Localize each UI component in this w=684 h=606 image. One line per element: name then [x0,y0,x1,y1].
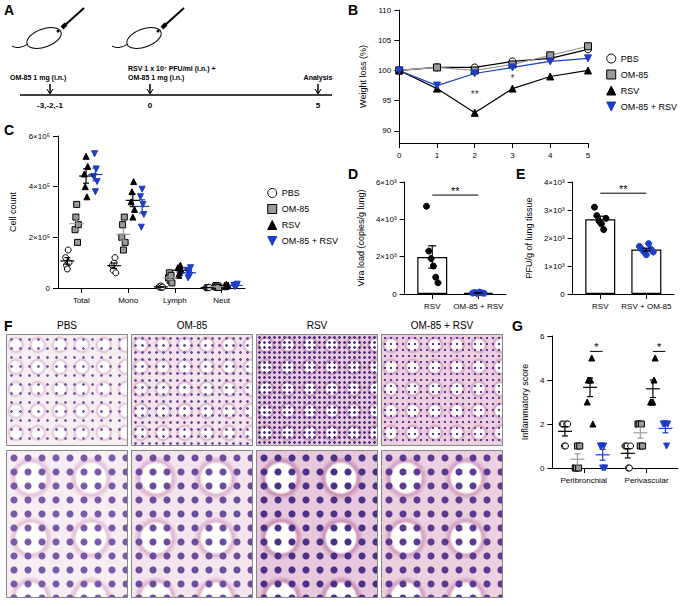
svg-text:2×10³: 2×10³ [376,252,397,261]
svg-text:4×10⁵: 4×10⁵ [29,182,50,191]
svg-text:*: * [594,341,599,353]
svg-text:*: * [657,341,662,353]
svg-text:2×10⁵: 2×10⁵ [29,233,50,242]
svg-text:*: * [511,73,515,84]
svg-text:4: 4 [548,151,553,160]
svg-text:**: ** [451,185,460,197]
svg-text:-3,-2,-1: -3,-2,-1 [37,101,63,110]
svg-text:Vira load (copies/g lung): Vira load (copies/g lung) [356,190,366,287]
html-text:A: A [4,2,15,18]
svg-text:0: 0 [46,284,51,293]
svg-text:**: ** [619,183,628,195]
svg-text:Total: Total [73,296,90,305]
svg-text:0: 0 [148,101,153,110]
html-text:OM-85: OM-85 [176,320,208,331]
svg-text:100: 100 [378,66,392,75]
html-text:F: F [4,318,13,334]
html-text:PBS: PBS [57,320,77,331]
svg-text:0: 0 [397,151,402,160]
svg-text:2: 2 [473,151,478,160]
svg-text:4×10³: 4×10³ [376,215,397,224]
svg-text:2: 2 [540,420,545,429]
svg-text:110: 110 [378,6,391,15]
svg-text:Mono: Mono [118,296,139,305]
svg-text:**: ** [471,89,479,100]
html-text:OM-85 + RSV: OM-85 + RSV [410,320,474,331]
svg-text:3: 3 [510,151,515,160]
svg-text:95: 95 [382,96,391,105]
svg-text:OM-85: OM-85 [621,70,649,80]
svg-text:RSV: RSV [424,302,441,311]
svg-text:5: 5 [316,101,321,110]
svg-text:6×10³: 6×10³ [376,178,397,187]
svg-text:Lymph: Lymph [163,296,187,305]
svg-text:1×10³: 1×10³ [544,262,565,271]
html-text:B: B [348,2,359,18]
html-text:RSV: RSV [306,320,328,331]
svg-text:0: 0 [540,464,545,473]
svg-text:RSV: RSV [621,86,640,96]
svg-text:Weight loss (%): Weight loss (%) [358,45,368,108]
svg-text:6: 6 [540,332,545,341]
svg-text:0: 0 [560,290,565,299]
svg-text:6×10⁵: 6×10⁵ [29,132,50,141]
html-text:D: D [348,166,359,182]
svg-text:105: 105 [378,36,392,45]
svg-text:OM-85 1 mg (i.n.): OM-85 1 mg (i.n.) [10,74,66,82]
svg-text:2×10³: 2×10³ [544,234,565,243]
svg-text:PBS: PBS [621,54,639,64]
svg-text:RSV: RSV [592,302,609,311]
svg-text:OM-85 1 mg (i.n.): OM-85 1 mg (i.n.) [128,74,184,82]
svg-text:5: 5 [586,151,591,160]
svg-text:4: 4 [540,376,545,385]
html-text:C: C [4,122,15,138]
svg-text:1: 1 [435,151,440,160]
svg-text:90: 90 [382,126,391,135]
html-text:E: E [516,166,526,182]
svg-text:4×10³: 4×10³ [544,178,565,187]
svg-text:Analysis: Analysis [304,74,333,82]
svg-text:PBS: PBS [282,188,300,198]
html-text:G: G [512,318,523,334]
svg-text:Neut: Neut [213,296,231,305]
svg-text:RSV 1 x 10⁷ PFU/ml (i.n.) +: RSV 1 x 10⁷ PFU/ml (i.n.) + [128,65,216,73]
svg-text:OM-85 + RSV: OM-85 + RSV [453,302,504,311]
svg-text:RSV: RSV [282,220,301,230]
svg-text:Perivascular: Perivascular [625,476,669,485]
svg-text:Inflammatory score: Inflammatory score [520,364,530,441]
svg-text:OM-85: OM-85 [282,204,310,214]
svg-text:RSV + OM-85: RSV + OM-85 [621,302,672,311]
svg-text:OM-85 + RSV: OM-85 + RSV [282,236,338,246]
svg-text:PFU/g of lung tissue: PFU/g of lung tissue [524,197,534,278]
svg-text:0: 0 [392,290,397,299]
svg-text:Cell count: Cell count [8,191,18,232]
svg-text:OM-85 + RSV: OM-85 + RSV [621,102,677,112]
svg-text:3×10³: 3×10³ [544,206,565,215]
svg-text:Peribronchial: Peribronchial [560,476,607,485]
